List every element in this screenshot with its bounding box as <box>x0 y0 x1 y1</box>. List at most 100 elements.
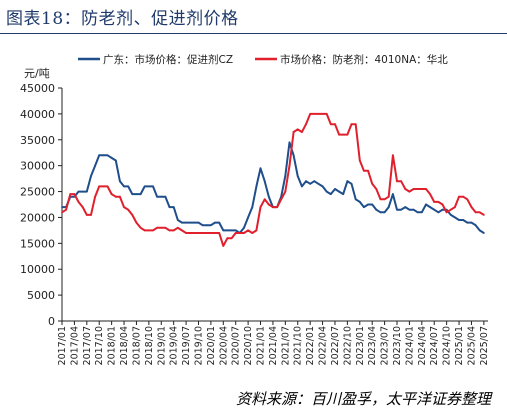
data-point-4010na <box>408 190 411 193</box>
data-point-4010na <box>139 226 142 229</box>
data-point-cz <box>371 203 374 206</box>
x-tick-label: 2017/10 <box>94 326 105 365</box>
data-point-4010na <box>392 154 394 157</box>
data-point-4010na <box>375 188 378 190</box>
data-point-cz <box>334 188 336 190</box>
data-point-4010na <box>152 229 154 232</box>
data-point-4010na <box>288 164 291 167</box>
data-point-4010na <box>334 123 336 126</box>
data-point-4010na <box>429 193 431 196</box>
data-point-4010na <box>218 232 221 234</box>
data-point-4010na <box>309 113 312 115</box>
y-tick-label: 15000 <box>20 237 55 250</box>
data-point-4010na <box>454 206 456 209</box>
data-point-cz <box>392 193 394 196</box>
x-tick-label: 2020/07 <box>231 326 242 365</box>
data-point-cz <box>94 164 96 167</box>
data-point-4010na <box>251 232 254 234</box>
data-point-cz <box>189 221 192 224</box>
data-point-cz <box>321 185 324 188</box>
data-point-cz <box>454 216 456 219</box>
data-point-cz <box>305 180 307 183</box>
data-point-cz <box>205 224 208 227</box>
x-tick-label: 2019/10 <box>193 326 204 365</box>
data-point-cz <box>296 175 299 177</box>
data-point-4010na <box>379 198 382 201</box>
data-point-4010na <box>114 195 117 198</box>
data-point-cz <box>263 180 266 183</box>
data-point-cz <box>61 206 63 209</box>
data-point-cz <box>197 221 200 224</box>
data-point-4010na <box>119 195 121 198</box>
x-tick-label: 2025/01 <box>454 326 465 365</box>
data-point-cz <box>441 208 444 211</box>
data-point-4010na <box>102 185 105 188</box>
x-tick-label: 2022/01 <box>305 326 316 365</box>
chart-series <box>61 112 485 247</box>
data-point-4010na <box>305 123 307 126</box>
data-point-cz <box>119 180 121 183</box>
y-axis-unit: 元/吨 <box>24 67 50 80</box>
data-point-4010na <box>197 232 200 234</box>
data-point-4010na <box>210 232 212 234</box>
data-point-4010na <box>363 169 365 172</box>
data-point-cz <box>342 193 345 196</box>
data-point-cz <box>396 208 398 211</box>
data-point-cz <box>201 224 204 227</box>
data-point-4010na <box>69 193 72 196</box>
data-point-cz <box>259 167 262 170</box>
data-point-4010na <box>110 193 113 196</box>
data-point-4010na <box>255 229 258 232</box>
data-point-4010na <box>458 195 460 198</box>
data-point-4010na <box>272 206 274 209</box>
data-point-cz <box>152 185 154 188</box>
data-point-4010na <box>127 208 130 211</box>
y-tick-label: 45000 <box>20 82 55 95</box>
data-point-4010na <box>193 232 196 234</box>
figure-title: 图表18：防老剂、促进剂价格 <box>6 9 239 29</box>
series-line-cz <box>62 141 485 234</box>
y-tick-label: 25000 <box>20 186 55 199</box>
data-point-cz <box>416 211 419 214</box>
data-point-4010na <box>85 214 88 216</box>
data-point-cz <box>383 211 386 214</box>
data-point-cz <box>400 208 402 211</box>
data-point-4010na <box>437 201 440 203</box>
data-point-cz <box>284 175 287 177</box>
data-point-4010na <box>276 206 278 209</box>
data-point-4010na <box>181 229 183 232</box>
data-point-4010na <box>478 211 481 214</box>
x-tick-label: 2018/10 <box>144 326 155 365</box>
data-point-cz <box>148 185 150 188</box>
data-point-cz <box>251 206 254 209</box>
data-point-cz <box>81 190 84 193</box>
x-tick-label: 2023/01 <box>355 326 366 365</box>
data-point-cz <box>210 224 212 227</box>
data-point-4010na <box>201 232 204 234</box>
data-point-4010na <box>73 193 76 196</box>
data-point-cz <box>466 221 469 224</box>
data-point-4010na <box>65 208 67 211</box>
x-tick-label: 2020/10 <box>243 326 254 365</box>
data-point-4010na <box>148 229 150 232</box>
chart-legend: 广东：市场价格：促进剂CZ 市场价格：防老剂：4010NA：华北 <box>78 53 448 66</box>
data-point-4010na <box>214 232 216 234</box>
data-point-cz <box>474 224 477 227</box>
data-point-4010na <box>400 180 402 183</box>
data-point-cz <box>164 195 167 198</box>
data-point-4010na <box>325 113 328 115</box>
data-point-cz <box>143 185 146 188</box>
data-point-cz <box>449 214 452 216</box>
data-point-4010na <box>441 203 444 206</box>
data-point-4010na <box>474 211 477 214</box>
data-point-4010na <box>358 159 361 162</box>
data-point-4010na <box>317 113 320 115</box>
data-point-4010na <box>296 128 299 131</box>
data-point-cz <box>458 219 460 221</box>
data-point-4010na <box>292 131 295 133</box>
x-tick-label: 2025/04 <box>466 326 477 365</box>
data-point-cz <box>156 195 159 198</box>
data-point-cz <box>139 193 142 196</box>
data-point-cz <box>363 206 365 209</box>
